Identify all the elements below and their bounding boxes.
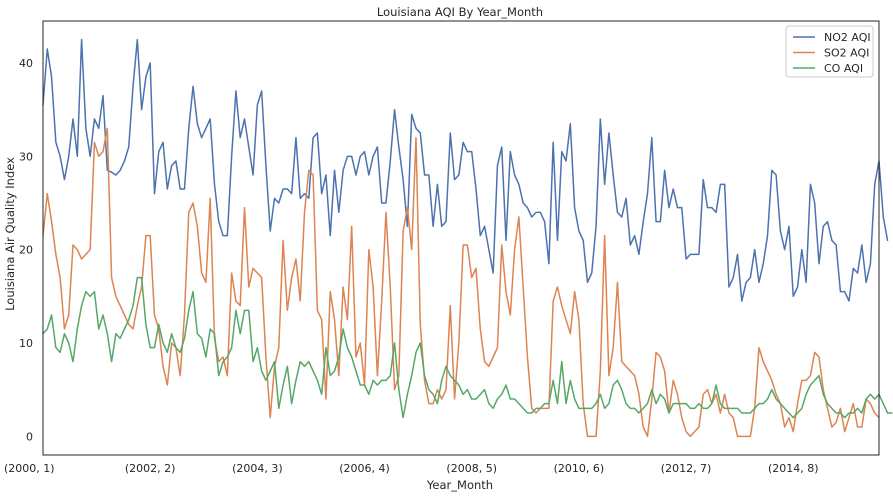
y-tick-label: 40 — [19, 57, 33, 70]
plot-frame — [42, 20, 880, 456]
legend: NO2 AQI SO2 AQI CO AQI — [785, 25, 874, 78]
y-axis-label: Louisiana Air Quality Index — [3, 157, 17, 311]
series-layer — [42, 38, 893, 438]
x-tick-label: (2014, 8) — [768, 462, 819, 475]
legend-label-co-aqi: CO AQI — [824, 62, 863, 75]
y-tick-label: 20 — [19, 244, 33, 257]
y-tick-label: 30 — [19, 150, 33, 163]
x-tick-label: (2010, 6) — [554, 462, 605, 475]
x-tick-label: (2008, 5) — [446, 462, 497, 475]
legend-label-no2-aqi: NO2 AQI — [824, 31, 871, 44]
x-tick-label: (2006, 4) — [339, 462, 390, 475]
legend-box — [785, 25, 874, 78]
x-tick-labels: (2000, 1) (2002, 2) (2004, 3) (2006, 4) (200… — [4, 462, 819, 475]
legend-label-so2-aqi: SO2 AQI — [824, 47, 869, 60]
chart-title: Louisiana AQI By Year_Month — [377, 5, 543, 19]
x-tick-label: (2004, 3) — [232, 462, 283, 475]
y-tick-labels: 0 10 20 30 40 — [19, 57, 33, 443]
x-tick-label: (2000, 1) — [4, 462, 55, 475]
x-axis-label: Year_Month — [426, 478, 493, 492]
x-tick-label: (2012, 7) — [661, 462, 712, 475]
y-tick-label: 0 — [26, 430, 33, 443]
series-line-co-aqi — [42, 276, 893, 419]
series-line-no2-aqi — [42, 38, 889, 302]
y-tick-label: 10 — [19, 337, 33, 350]
x-tick-label: (2002, 2) — [125, 462, 176, 475]
